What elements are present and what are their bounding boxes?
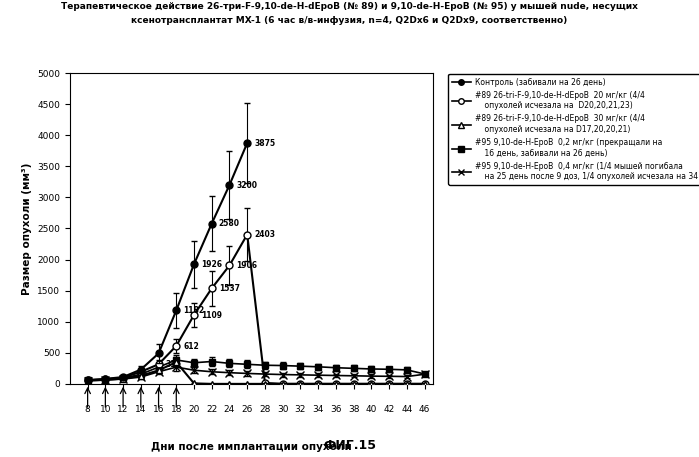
Text: ФИГ.15: ФИГ.15 xyxy=(323,440,376,452)
Y-axis label: Размер опухоли (мм³): Размер опухоли (мм³) xyxy=(22,162,31,295)
Text: 1926: 1926 xyxy=(201,260,222,269)
X-axis label: Дни после имплантации опухоли: Дни после имплантации опухоли xyxy=(151,442,352,452)
Text: 315: 315 xyxy=(166,360,181,369)
Text: 1109: 1109 xyxy=(201,311,222,320)
Text: 1906: 1906 xyxy=(236,261,257,270)
Text: Терапевтическое действие 26-три-F-9,10-de-H-dEpoB (№ 89) и 9,10-de-H-EpoB (№ 95): Терапевтическое действие 26-три-F-9,10-d… xyxy=(61,2,638,11)
Text: 3875: 3875 xyxy=(254,139,275,148)
Text: ксенотрансплантат MX-1 (6 час в/в-инфузия, n=4, Q2Dx6 и Q2Dx9, соответственно): ксенотрансплантат MX-1 (6 час в/в-инфузи… xyxy=(131,16,568,25)
Text: 2403: 2403 xyxy=(254,230,275,239)
Text: 612: 612 xyxy=(183,342,199,351)
Text: 3200: 3200 xyxy=(236,181,257,190)
Text: 1182: 1182 xyxy=(183,306,204,315)
Text: 1537: 1537 xyxy=(219,284,240,293)
Text: 2580: 2580 xyxy=(219,219,240,228)
Legend: Контроль (забивали на 26 день), #89 26-tri-F-9,10-de-H-dEpoB  20 мг/кг (4/4
    : Контроль (забивали на 26 день), #89 26-t… xyxy=(448,74,699,185)
